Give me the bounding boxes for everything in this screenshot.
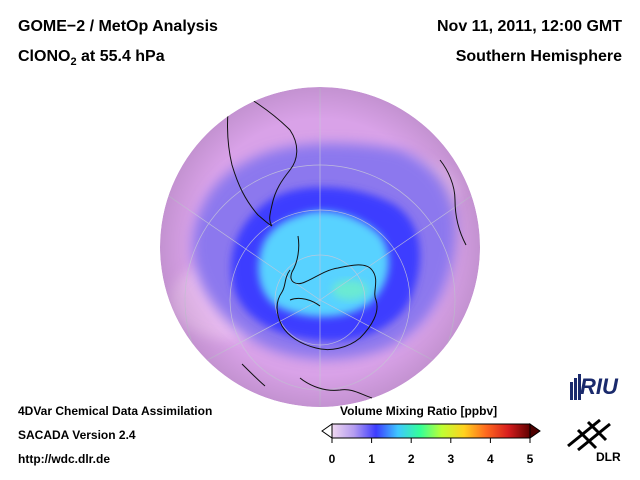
region-label: Southern Hemisphere [455,48,622,65]
dlr-mark [567,418,611,452]
footer-line-sacada: SACADA Version 2.4 [18,428,136,442]
species-level: at 55.4 hPa [76,48,165,65]
globe-edge-shade [160,87,480,407]
dlr-text: DLR [596,450,621,464]
colorbar-tick-label: 5 [526,452,534,466]
colorbar-title: Volume Mixing Ratio [ppbv] [340,404,498,418]
footer-url: http://wdc.dlr.de [18,452,110,466]
riu-logo: RIU [568,372,628,404]
dlr-logo: DLR [560,412,630,468]
ozone-field [160,87,480,407]
colorbar-tick-label: 1 [368,452,375,466]
analysis-title: GOME−2 / MetOp Analysis [18,18,218,35]
species-subscript: 2 [70,56,77,69]
species-formula: ClONO [18,48,71,65]
species-label: ClONO2 at 55.4 hPa [18,48,165,68]
datetime-label: Nov 11, 2011, 12:00 GMT [437,18,622,35]
colorbar-tick-label: 4 [487,452,494,466]
colorbar-tick-label: 3 [447,452,455,466]
footer-line-4dvar: 4DVar Chemical Data Assimilation [18,404,213,418]
riu-mark [570,374,581,400]
colorbar-tick-label: 0 [328,452,336,466]
colorbar-tick-label: 2 [407,452,415,466]
riu-text: RIU [580,374,618,399]
